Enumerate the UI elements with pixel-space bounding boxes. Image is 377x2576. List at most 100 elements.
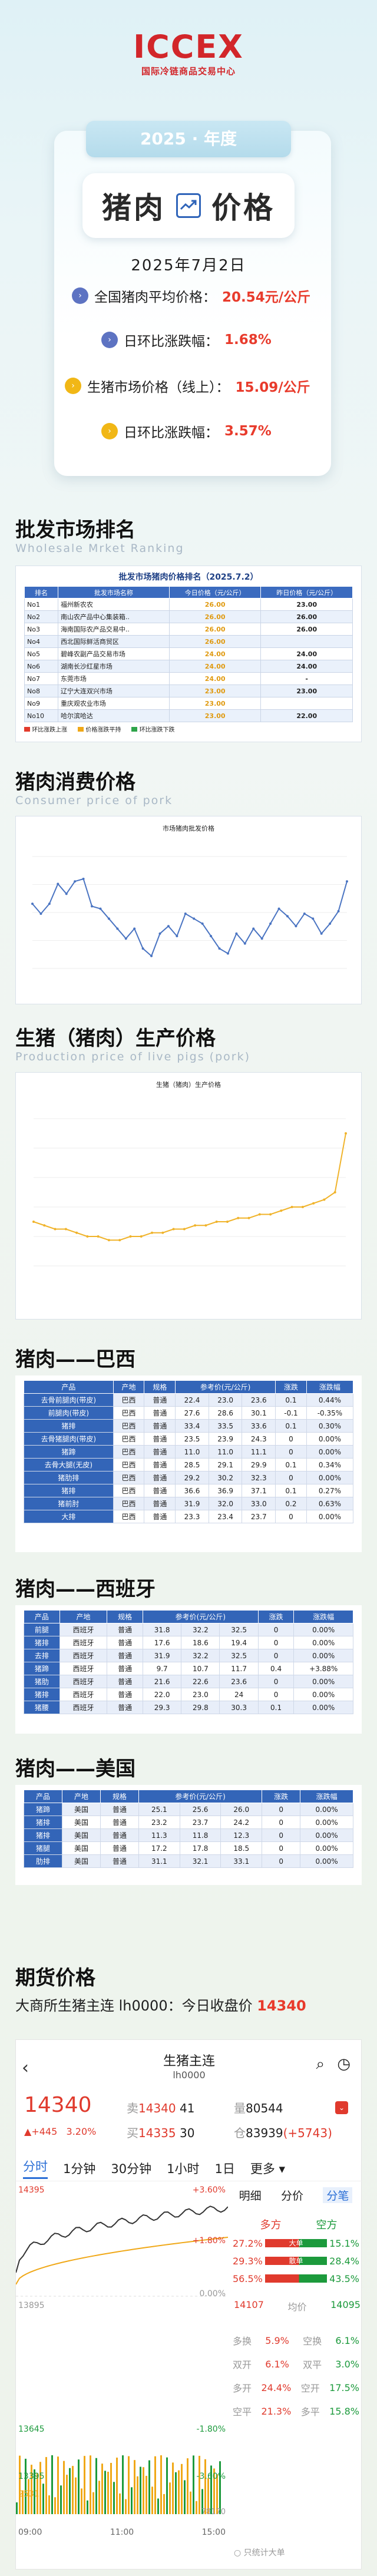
volume-bar (31, 2465, 32, 2514)
volume-bar (184, 2480, 186, 2514)
data-point (290, 1206, 293, 1208)
table-row: No10 哈尔滨哈达 23.00 22.00 (24, 709, 353, 722)
usa-title: 猪肉——美国 (15, 1757, 135, 1781)
data-point (107, 917, 110, 920)
volume-bar (92, 2492, 94, 2514)
volume-bar (210, 2465, 212, 2514)
side-labels: 多方 空方 (260, 2219, 338, 2231)
table-row: 前腿肉(带皮) 巴西 普通 27.6 28.6 30.1 -0.1 -0.35% (24, 1406, 354, 1420)
data-point (194, 1224, 197, 1227)
tab-detail[interactable]: 明细 (239, 2190, 262, 2203)
chevron-down-icon[interactable]: ⌄ (335, 2101, 348, 2114)
volume-bar (72, 2466, 74, 2514)
data-point (118, 1239, 121, 1242)
volume-bar (37, 2473, 38, 2514)
usa-panel: 产品 产地 规格 参考价(元/公斤) 涨跌 涨跌幅 猪蹄 美国 普通 25.1 25.6 26.0 0 0… (15, 1785, 362, 1885)
page-title: 猪肉 价格 (82, 173, 295, 238)
table-row: No9 重庆观农业市场 23.00 (24, 697, 353, 710)
search-icon[interactable]: ⌕ (316, 2055, 325, 2073)
data-point (91, 905, 94, 908)
table-row: 猪蹄 西班牙 普通 9.7 10.7 11.7 0.4 +3.88% (24, 1662, 353, 1675)
buy-quote: 买14335 30 (127, 2126, 195, 2140)
wholesale-title: 批发市场排名 (15, 518, 135, 542)
logo: ICCEX 国际冷链商品交易中心 (0, 29, 377, 77)
table-row: 大排 巴西 普通 23.3 23.4 23.7 0 0.00% (24, 1510, 354, 1523)
tab-30min[interactable]: 30分钟 (111, 2161, 152, 2176)
volume-bar (216, 2474, 218, 2514)
table-row: 去骨前腿肉(带皮) 巴西 普通 22.4 23.0 23.6 0.1 0.44% (24, 1393, 354, 1407)
tab-1day[interactable]: 1日 (214, 2161, 235, 2176)
tab-price-dist[interactable]: 分价 (280, 2190, 303, 2203)
series-line (33, 1133, 346, 1241)
data-point (184, 912, 187, 915)
table-row: 猪蹄 美国 普通 25.1 25.6 26.0 0 0.00% (24, 1803, 353, 1816)
table-row: 猪排 西班牙 普通 22.0 23.0 24 0 0.00% (24, 1688, 353, 1701)
back-icon[interactable]: ‹ (22, 2058, 29, 2078)
logo-subtitle: 国际冷链商品交易中心 (141, 66, 236, 77)
price-line (16, 2205, 228, 2273)
data-point (337, 910, 340, 912)
table-row: 猪排 西班牙 普通 17.6 18.6 19.4 0 0.00% (24, 1636, 353, 1649)
volume-bar (87, 2500, 88, 2514)
volume-bar (151, 2486, 153, 2514)
volume-bar (169, 2482, 171, 2514)
volume-bar (181, 2463, 183, 2514)
spain-title: 猪肉——西班牙 (15, 1578, 156, 1601)
tab-ticks[interactable]: 分笔 (323, 2187, 353, 2203)
trend-chart-icon (176, 193, 201, 218)
table-row: 猪排 巴西 普通 36.6 36.9 37.1 0.1 0.27% (24, 1484, 354, 1497)
volume-bar (16, 2502, 18, 2514)
chevron-right-icon: › (101, 423, 118, 439)
volume-bar (163, 2494, 165, 2514)
data-point (140, 1235, 143, 1238)
data-point (303, 912, 306, 915)
pct-label: +3.60% (193, 2185, 226, 2195)
right-tabs: 明细 分价 分笔 (229, 2187, 362, 2203)
spain-panel: 产品 产地 规格 参考价(元/公斤) 涨跌 涨跌幅 前腿 西班牙 普通 31.8 32.2 32.5 0… (15, 1605, 362, 1734)
production-chart-title: 生猪（猪肉）生产价格 (156, 1081, 221, 1089)
data-point (323, 1198, 326, 1201)
data-point (204, 1224, 207, 1227)
data-point (193, 917, 196, 920)
consumer-line-chart (31, 856, 348, 969)
clock-icon[interactable]: ◷ (337, 2055, 350, 2073)
table-row: 肋排 美国 普通 31.1 32.1 33.1 0 0.00% (24, 1854, 353, 1868)
tab-1hour[interactable]: 1小时 (167, 2161, 200, 2176)
volume-bar (54, 2497, 56, 2514)
table-row: No2 南山农产品中心集装箱.. 26.00 26.00 (24, 610, 353, 623)
volume-bar (104, 2471, 106, 2514)
table-row: No1 福州新农农 26.00 23.00 (24, 598, 353, 611)
volume-bar (140, 2466, 141, 2514)
data-point (99, 907, 102, 910)
side-row: 27.2% 大单 15.1% (233, 2237, 359, 2249)
table-row: No7 东莞市场 24.00- (24, 672, 353, 685)
summary-row-2: › 日环比涨跌幅： 1.68% (101, 330, 272, 350)
data-point (65, 892, 68, 895)
volume-bar (193, 2455, 194, 2514)
volume-bar (51, 2455, 53, 2514)
consumer-chart-title: 市场猪肉批发价格 (163, 825, 214, 832)
volume-bar (201, 2489, 203, 2514)
data-point (247, 1216, 250, 1219)
volume-bar (39, 2462, 41, 2514)
tab-1min[interactable]: 1分钟 (63, 2161, 96, 2176)
summary-row-4: › 日环比涨跌幅： 3.57% (101, 421, 272, 441)
side-row: 29.3% 散单 28.4% (233, 2255, 359, 2267)
tab-intraday[interactable]: 分时 (23, 2157, 48, 2179)
data-point (43, 1224, 46, 1227)
data-point (48, 902, 51, 905)
data-point (172, 1228, 175, 1231)
tab-more[interactable]: 更多 ▾ (250, 2161, 286, 2176)
data-point (280, 1209, 283, 1212)
intraday-chart[interactable]: 14395 13895 13645 13395 +3.60% +1.80% 0.00% -1.… (16, 2184, 228, 2561)
data-point (218, 947, 221, 950)
volume-bar (28, 2479, 29, 2514)
data-point (301, 1206, 304, 1208)
stats-row: 多开 24.4% 空开 17.5% (233, 2382, 359, 2395)
data-point (215, 1221, 218, 1223)
data-point (86, 1235, 89, 1238)
time-label: 15:00 (202, 2528, 226, 2537)
volume-bar (125, 2499, 127, 2514)
volume-bar (57, 2456, 59, 2514)
data-point (237, 1216, 240, 1219)
